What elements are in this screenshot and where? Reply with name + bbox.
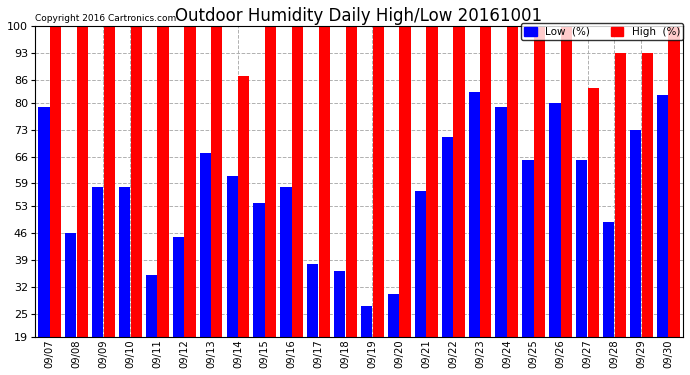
Text: Copyright 2016 Cartronics.com: Copyright 2016 Cartronics.com	[35, 14, 176, 23]
Bar	[104, 27, 115, 336]
Bar	[400, 27, 411, 336]
Bar	[507, 27, 518, 336]
Bar	[603, 222, 614, 336]
Bar	[576, 160, 587, 336]
Bar	[38, 107, 50, 336]
Bar	[238, 76, 249, 336]
Legend: Low  (%), High  (%): Low (%), High (%)	[521, 23, 683, 40]
Bar	[642, 53, 653, 336]
Bar	[522, 160, 533, 336]
Bar	[50, 27, 61, 336]
Title: Outdoor Humidity Daily High/Low 20161001: Outdoor Humidity Daily High/Low 20161001	[175, 7, 542, 25]
Bar	[534, 27, 545, 336]
Bar	[657, 95, 668, 336]
Bar	[199, 153, 211, 336]
Bar	[453, 27, 464, 336]
Bar	[615, 53, 626, 336]
Bar	[426, 27, 437, 336]
Bar	[130, 27, 142, 336]
Bar	[146, 275, 157, 336]
Bar	[265, 27, 276, 336]
Bar	[388, 294, 400, 336]
Bar	[346, 27, 357, 336]
Bar	[469, 92, 480, 336]
Bar	[334, 272, 346, 336]
Bar	[373, 27, 384, 336]
Bar	[92, 187, 104, 336]
Bar	[119, 187, 130, 336]
Bar	[495, 107, 506, 336]
Bar	[549, 103, 560, 336]
Bar	[588, 88, 599, 336]
Bar	[307, 264, 319, 336]
Bar	[184, 27, 195, 336]
Bar	[172, 237, 184, 336]
Bar	[442, 138, 453, 336]
Bar	[630, 130, 641, 336]
Bar	[77, 27, 88, 336]
Bar	[65, 233, 77, 336]
Bar	[480, 27, 491, 336]
Bar	[253, 202, 265, 336]
Bar	[280, 187, 292, 336]
Bar	[211, 27, 222, 336]
Bar	[561, 27, 572, 336]
Bar	[669, 27, 680, 336]
Bar	[415, 191, 426, 336]
Bar	[319, 27, 330, 336]
Bar	[226, 176, 238, 336]
Bar	[361, 306, 373, 336]
Bar	[157, 27, 168, 336]
Bar	[292, 27, 303, 336]
